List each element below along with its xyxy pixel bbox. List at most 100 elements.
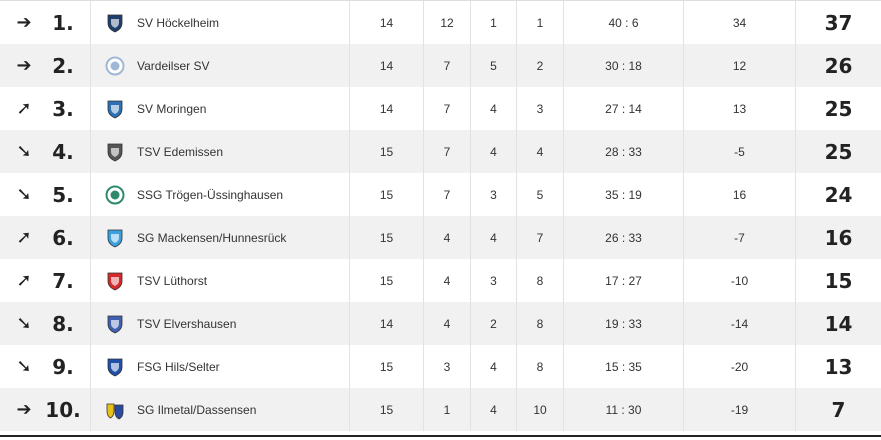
rank: 1.	[52, 10, 74, 35]
games-won: 3	[423, 345, 470, 388]
rank: 7.	[52, 268, 74, 293]
table-row[interactable]: ➔ 10. SG Ilmetal/Dassensen 15 1 4 10 11 : 30 -19…	[0, 388, 881, 431]
team-name[interactable]: TSV Elvershausen	[137, 316, 237, 331]
games-won: 4	[423, 216, 470, 259]
games-won: 12	[423, 1, 470, 44]
games-lost: 8	[516, 302, 563, 345]
table-row[interactable]: ➚ 7. TSV Lüthorst 15 4 3 8 17 : 27 -10 15	[0, 259, 881, 302]
team-name[interactable]: SV Moringen	[137, 101, 207, 116]
games-played: 15	[349, 259, 423, 302]
points: 37	[795, 1, 881, 44]
games-won: 1	[423, 388, 470, 431]
goals: 40 : 6	[563, 1, 683, 44]
games-lost: 8	[516, 259, 563, 302]
games-lost: 4	[516, 130, 563, 173]
goal-difference: -5	[683, 130, 795, 173]
points: 25	[795, 130, 881, 173]
goals: 27 : 14	[563, 87, 683, 130]
games-played: 15	[349, 173, 423, 216]
shield-crest-icon	[107, 100, 123, 118]
games-drawn: 5	[470, 44, 516, 87]
goal-difference: 16	[683, 173, 795, 216]
team-name[interactable]: SG Mackensen/Hunnesrück	[137, 230, 287, 245]
goals: 30 : 18	[563, 44, 683, 87]
points: 15	[795, 259, 881, 302]
team-cell[interactable]: SV Moringen	[90, 87, 349, 130]
games-won: 7	[423, 173, 470, 216]
rank: 10.	[45, 397, 81, 422]
table-row[interactable]: ➚ 6. SG Mackensen/Hunnesrück 15 4 4 7 26 : 33 -7…	[0, 216, 881, 259]
shield-crest-icon	[107, 358, 123, 376]
goal-difference: -7	[683, 216, 795, 259]
rank: 8.	[52, 311, 74, 336]
team-name[interactable]: TSV Lüthorst	[137, 273, 208, 288]
team-name[interactable]: FSG Hils/Selter	[137, 359, 220, 374]
games-played: 15	[349, 345, 423, 388]
goals: 28 : 33	[563, 130, 683, 173]
table-row[interactable]: ➘ 5. SSG Trögen-Üssinghausen 15 7 3 5 35 : 19 16…	[0, 173, 881, 216]
goals: 26 : 33	[563, 216, 683, 259]
team-cell[interactable]: FSG Hils/Selter	[90, 345, 349, 388]
team-cell[interactable]: Vardeilser SV	[90, 44, 349, 87]
team-cell[interactable]: SSG Trögen-Üssinghausen	[90, 173, 349, 216]
table-row[interactable]: ➘ 8. TSV Elvershausen 14 4 2 8 19 : 33 -14 14	[0, 302, 881, 345]
games-drawn: 4	[470, 130, 516, 173]
arrow-right-icon: ➔	[16, 12, 32, 33]
arrow-up-right-icon: ➚	[16, 98, 32, 119]
arrow-down-right-icon: ➘	[16, 313, 32, 334]
arrow-down-right-icon: ➘	[16, 184, 32, 205]
arrow-down-right-icon: ➘	[16, 356, 32, 377]
goals: 19 : 33	[563, 302, 683, 345]
games-drawn: 3	[470, 173, 516, 216]
team-name[interactable]: SSG Trögen-Üssinghausen	[137, 187, 284, 202]
games-lost: 7	[516, 216, 563, 259]
shield-crest-icon	[107, 272, 123, 290]
games-drawn: 2	[470, 302, 516, 345]
games-drawn: 4	[470, 87, 516, 130]
shield-crest-icon	[107, 14, 123, 32]
games-lost: 10	[516, 388, 563, 431]
table-row[interactable]: ➔ 1. SV Höckelheim 14 12 1 1 40 : 6 34 37	[0, 1, 881, 44]
games-won: 4	[423, 302, 470, 345]
team-name[interactable]: Vardeilser SV	[137, 58, 210, 73]
table-row[interactable]: ➘ 9. FSG Hils/Selter 15 3 4 8 15 : 35 -20 13	[0, 345, 881, 388]
games-drawn: 4	[470, 345, 516, 388]
arrow-up-right-icon: ➚	[16, 227, 32, 248]
games-drawn: 3	[470, 259, 516, 302]
shield-crest-icon	[107, 229, 123, 247]
games-played: 15	[349, 388, 423, 431]
arrow-right-icon: ➔	[16, 55, 32, 76]
team-name[interactable]: SV Höckelheim	[137, 15, 220, 30]
team-name[interactable]: TSV Edemissen	[137, 144, 224, 159]
goal-difference: 13	[683, 87, 795, 130]
points: 13	[795, 345, 881, 388]
rank: 9.	[52, 354, 74, 379]
games-played: 15	[349, 216, 423, 259]
team-cell[interactable]: SG Mackensen/Hunnesrück	[90, 216, 349, 259]
games-won: 7	[423, 130, 470, 173]
goal-difference: 12	[683, 44, 795, 87]
round-crest-icon	[105, 185, 125, 204]
games-lost: 3	[516, 87, 563, 130]
points: 26	[795, 44, 881, 87]
games-drawn: 1	[470, 1, 516, 44]
games-drawn: 4	[470, 388, 516, 431]
table-row[interactable]: ➚ 3. SV Moringen 14 7 4 3 27 : 14 13 25	[0, 87, 881, 130]
rank: 6.	[52, 225, 74, 250]
table-row[interactable]: ➘ 4. TSV Edemissen 15 7 4 4 28 : 33 -5 25	[0, 130, 881, 173]
arrow-up-right-icon: ➚	[16, 270, 32, 291]
team-cell[interactable]: TSV Lüthorst	[90, 259, 349, 302]
games-played: 15	[349, 130, 423, 173]
team-name[interactable]: SG Ilmetal/Dassensen	[137, 402, 257, 417]
games-lost: 1	[516, 1, 563, 44]
games-played: 14	[349, 87, 423, 130]
table-row[interactable]: ➔ 2. Vardeilser SV 14 7 5 2 30 : 18 12 26	[0, 44, 881, 87]
team-cell[interactable]: TSV Edemissen	[90, 130, 349, 173]
team-cell[interactable]: TSV Elvershausen	[90, 302, 349, 345]
points: 14	[795, 302, 881, 345]
team-cell[interactable]: SG Ilmetal/Dassensen	[90, 388, 349, 431]
team-cell[interactable]: SV Höckelheim	[90, 1, 349, 44]
games-drawn: 4	[470, 216, 516, 259]
goal-difference: -19	[683, 388, 795, 431]
combined-crest-icon	[106, 403, 124, 419]
